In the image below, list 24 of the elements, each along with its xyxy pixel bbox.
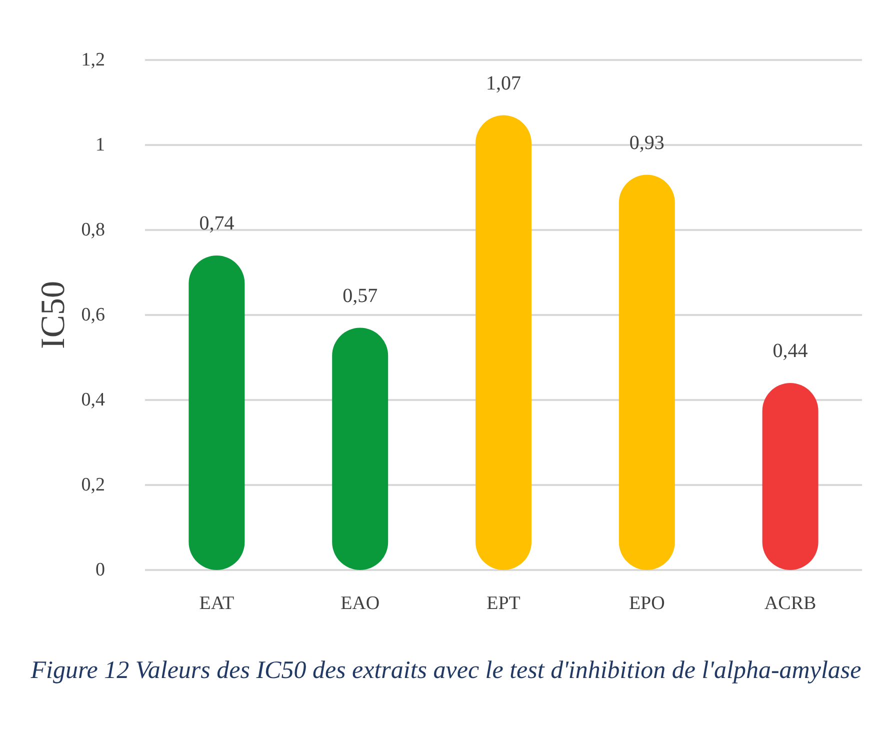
x-tick-label: EPO bbox=[628, 593, 665, 614]
data-label: 1,07 bbox=[486, 72, 521, 94]
y-axis-title: IC50 bbox=[34, 281, 72, 349]
data-label: 0,74 bbox=[199, 212, 234, 234]
bar bbox=[476, 115, 532, 570]
y-tick-label: 0,6 bbox=[81, 304, 105, 326]
x-tick-label: EAO bbox=[340, 593, 380, 614]
y-tick-label: 1 bbox=[96, 134, 105, 156]
data-label: 0,93 bbox=[629, 132, 664, 154]
y-tick-label: 0,8 bbox=[81, 220, 105, 240]
text: Figure 12 Valeurs des IC50 des extraits avec le test d'inhibition de l'alpha-amylase bbox=[30, 656, 862, 686]
bar bbox=[332, 328, 388, 570]
y-tick-label: 0,2 bbox=[81, 474, 105, 496]
y-tick-label: 0,4 bbox=[81, 390, 106, 410]
x-tick-label: ACRB bbox=[764, 593, 816, 614]
data-label: 0,57 bbox=[342, 284, 378, 307]
y-tick-label: 1,2 bbox=[81, 50, 105, 70]
bar bbox=[762, 383, 818, 570]
x-tick-label: EAT bbox=[199, 593, 235, 614]
data-label: 0,44 bbox=[772, 340, 808, 362]
bar bbox=[618, 174, 675, 570]
x-tick-label: EPT bbox=[486, 593, 521, 614]
y-tick-label: 0 bbox=[96, 560, 105, 580]
bar bbox=[188, 256, 245, 570]
